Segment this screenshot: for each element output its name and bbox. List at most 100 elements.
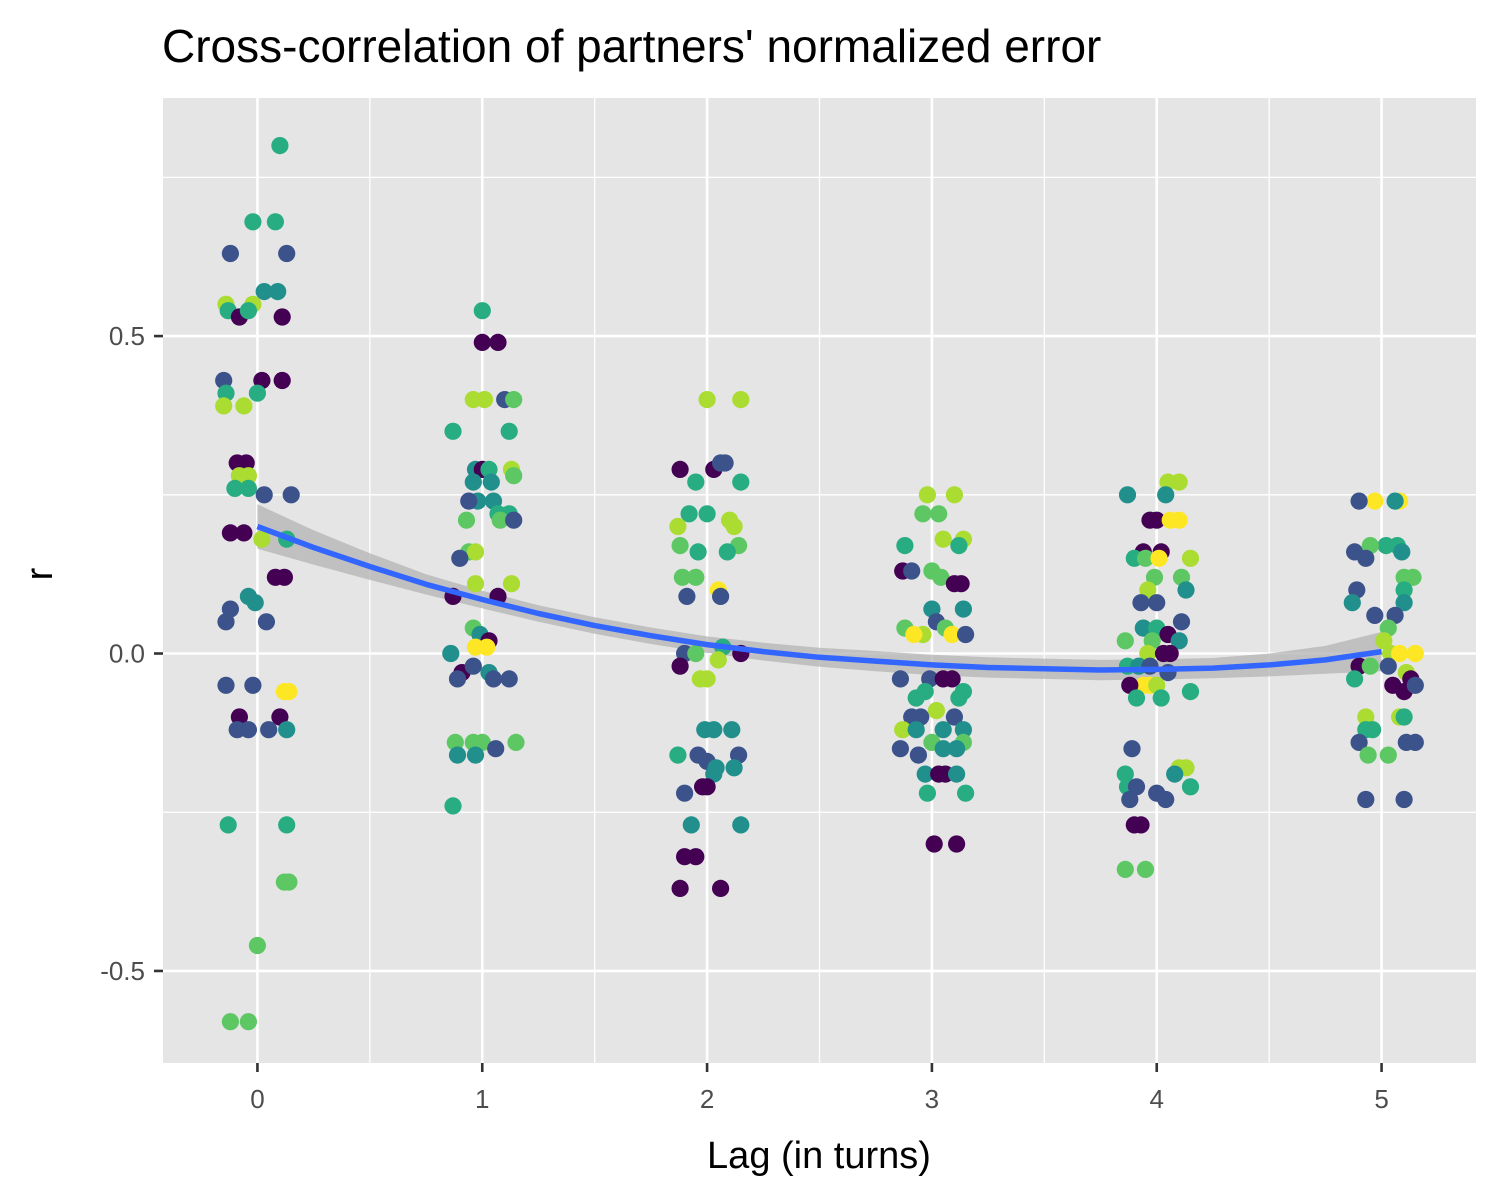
data-point [725, 517, 743, 536]
data-point [1170, 473, 1188, 491]
data-point [948, 740, 966, 758]
data-point [253, 530, 271, 548]
data-point [934, 721, 952, 739]
data-point [278, 721, 296, 739]
data-point [482, 473, 500, 491]
data-point [725, 759, 743, 777]
data-point [1386, 492, 1404, 510]
data-point [282, 486, 300, 504]
data-point [1166, 765, 1184, 783]
data-point [909, 746, 928, 764]
x-tick-label: 1 [475, 1084, 489, 1114]
data-point [945, 708, 964, 726]
data-point [484, 670, 503, 688]
data-point [689, 543, 707, 561]
data-point [945, 486, 964, 504]
data-point [278, 816, 296, 834]
data-point [687, 473, 705, 491]
data-point [954, 600, 973, 618]
data-point [273, 308, 291, 326]
data-point [1177, 581, 1195, 599]
data-point [1132, 594, 1150, 612]
data-point [489, 333, 507, 351]
data-point [221, 524, 239, 542]
data-point [1116, 765, 1134, 783]
data-point [235, 524, 253, 542]
data-point [932, 568, 950, 586]
chart-title: Cross-correlation of partners' normalize… [162, 20, 1101, 72]
y-tick-label: 0.5 [109, 321, 145, 351]
data-point [1157, 790, 1175, 809]
data-point [237, 454, 255, 472]
data-point [1127, 689, 1146, 707]
data-point [1148, 594, 1166, 612]
data-point [705, 721, 723, 739]
data-point [687, 568, 705, 586]
data-point [1357, 549, 1375, 567]
data-point [1116, 860, 1134, 879]
data-point [1139, 644, 1157, 663]
data-point [1132, 816, 1150, 834]
data-point [1148, 511, 1166, 529]
data-point [687, 644, 705, 663]
data-point [260, 721, 278, 739]
data-point [1172, 613, 1191, 631]
data-point [678, 587, 696, 606]
data-point [217, 384, 235, 402]
data-point [918, 486, 937, 504]
data-point [698, 778, 716, 796]
data-point [275, 568, 293, 586]
data-point [732, 816, 750, 834]
data-point [507, 733, 525, 752]
data-point [1366, 606, 1384, 625]
data-point [1150, 549, 1168, 567]
data-point [723, 721, 741, 739]
x-tick-label: 3 [925, 1084, 939, 1114]
data-point [1181, 549, 1200, 567]
data-point [907, 689, 925, 707]
data-point [1379, 746, 1397, 764]
x-tick-label: 4 [1150, 1084, 1164, 1114]
data-point [950, 537, 968, 555]
data-point [914, 505, 932, 523]
data-point [446, 733, 464, 752]
data-point [934, 740, 952, 758]
data-point [473, 302, 491, 320]
data-point [266, 213, 284, 231]
data-point [1346, 670, 1364, 688]
data-point [219, 816, 237, 834]
x-tick-label: 5 [1374, 1084, 1388, 1114]
data-point [1395, 581, 1413, 599]
y-tick-label: 0.0 [109, 639, 145, 669]
data-point [271, 708, 289, 726]
data-point [448, 746, 467, 764]
data-point [676, 784, 694, 802]
data-point [255, 283, 273, 301]
data-point [732, 473, 750, 491]
data-point [466, 543, 485, 561]
data-point [1127, 778, 1146, 796]
data-point [1406, 676, 1424, 694]
data-point [444, 422, 462, 440]
data-point [709, 651, 727, 669]
y-axis: -0.5 0.0 0.5 [100, 321, 163, 986]
data-point [1366, 492, 1384, 510]
data-point [1181, 683, 1200, 701]
data-point [718, 543, 736, 561]
data-point [1357, 708, 1375, 726]
data-point [451, 549, 469, 567]
data-point [712, 587, 730, 606]
data-point [1364, 721, 1382, 739]
data-point [918, 784, 937, 802]
data-point [280, 873, 298, 891]
data-point [1391, 644, 1409, 663]
data-point [257, 613, 275, 631]
data-point [1386, 606, 1404, 625]
data-point [1121, 790, 1139, 809]
data-point [705, 765, 723, 783]
data-point [1139, 581, 1157, 599]
data-point [954, 683, 973, 701]
data-point [957, 784, 975, 802]
data-point [271, 137, 289, 155]
